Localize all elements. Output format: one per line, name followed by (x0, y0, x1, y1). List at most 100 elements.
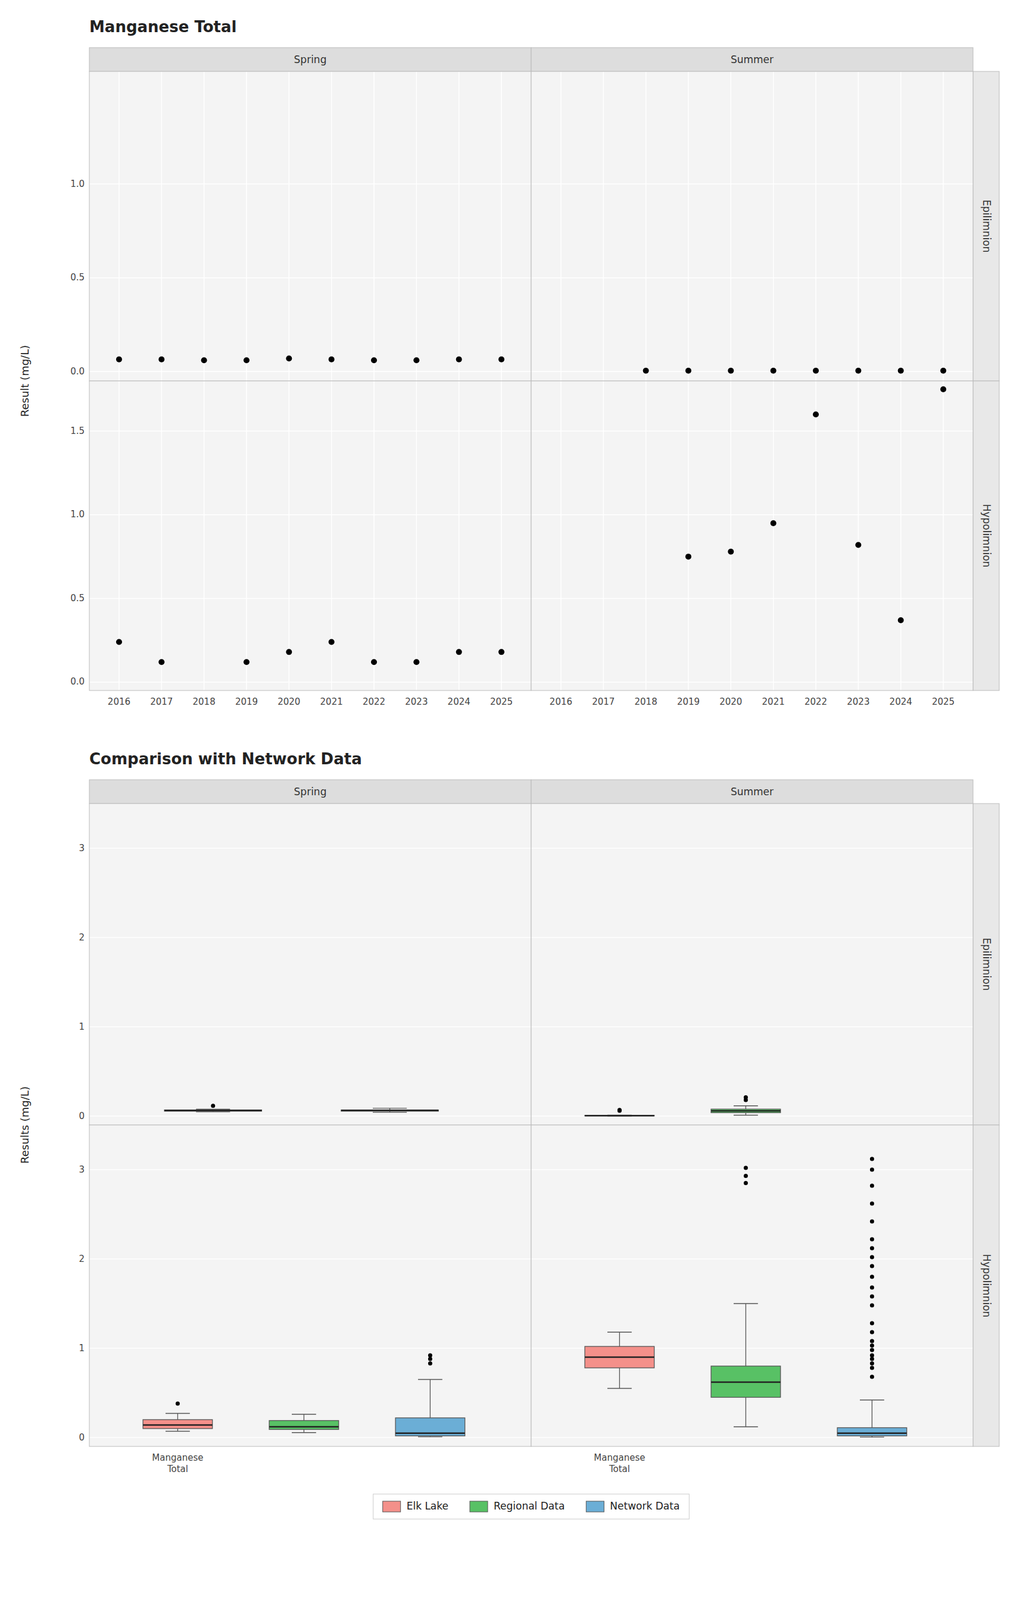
y-tick-label: 1 (78, 1021, 85, 1033)
point (158, 659, 165, 666)
y-tick-label: 1.0 (70, 178, 85, 190)
flier (870, 1246, 875, 1252)
panel-frame (531, 1125, 974, 1448)
panel (531, 1125, 974, 1448)
flier (870, 1354, 875, 1359)
point (812, 411, 819, 418)
figure: Manganese TotalResult (mg/L)SpringSummer… (0, 0, 1029, 1600)
marks (116, 638, 505, 666)
panel-frame (531, 803, 974, 1126)
point (243, 357, 250, 364)
flier (870, 1295, 875, 1300)
point (685, 368, 692, 374)
panel-bg (531, 1125, 974, 1448)
x-grid-line (645, 71, 647, 382)
x-grid-line (603, 381, 605, 691)
panel-frame (89, 803, 532, 1126)
y-grid-line (89, 370, 532, 373)
cap-low (291, 1432, 317, 1434)
box-iqr (164, 1110, 262, 1112)
panel (531, 803, 974, 1126)
point (498, 649, 505, 656)
chart-box: Comparison with Network DataResults (mg/… (18, 750, 1000, 1520)
x-grid-line (288, 71, 291, 382)
x-tick-label: 2019 (677, 696, 700, 708)
chart-scatter: Manganese TotalResult (mg/L)SpringSummer… (18, 17, 1000, 708)
point (116, 356, 123, 363)
panel-bg (531, 803, 974, 1126)
cap-high (165, 1413, 190, 1415)
x-grid-line (730, 71, 732, 382)
box-iqr (341, 1110, 439, 1112)
x-tick-label: 2021 (762, 696, 785, 708)
y-grid-line (89, 1169, 532, 1171)
legend: Elk LakeRegional DataNetwork Data (373, 1494, 690, 1520)
point (727, 368, 734, 374)
panel-bg (89, 381, 532, 691)
x-tick-label: 2016 (107, 696, 131, 708)
point (685, 553, 692, 560)
x-tick-label: ManganeseTotal (151, 1452, 204, 1476)
x-tick-label: 2017 (591, 696, 615, 708)
whisker-high (745, 1106, 747, 1110)
x-grid-line (560, 381, 562, 691)
flier (743, 1181, 748, 1186)
box-median (395, 1433, 466, 1436)
marks (685, 386, 947, 624)
marks (584, 1095, 781, 1117)
point (116, 638, 123, 645)
y-tick-label: 0.5 (70, 593, 85, 604)
y-grid-line (89, 277, 532, 279)
x-tick-label: 2020 (719, 696, 742, 708)
legend-label: Regional Data (493, 1500, 565, 1513)
y-grid-line (89, 1258, 532, 1261)
y-tick-label: 0.5 (70, 272, 85, 283)
x-tick-label: 2018 (634, 696, 658, 708)
legend-swatch (469, 1501, 488, 1513)
legend-swatch (585, 1501, 604, 1513)
whisker-low (619, 1368, 620, 1390)
box-median (164, 1109, 262, 1112)
y-tick-label: 0.0 (70, 366, 85, 377)
marks (142, 1354, 466, 1438)
whisker-high (177, 1414, 179, 1421)
cap-low (733, 1426, 759, 1428)
y-grid-line (531, 847, 974, 850)
marks (643, 368, 947, 374)
flier (870, 1275, 875, 1280)
y-grid-line (89, 1026, 532, 1028)
x-tick-label: 2024 (889, 696, 913, 708)
x-tick-label-line: Total (166, 1464, 189, 1476)
flier (870, 1348, 875, 1353)
x-tick-label: 2025 (931, 696, 955, 708)
y-grid-line (531, 1169, 974, 1171)
x-tick-label-line: Manganese (151, 1452, 204, 1464)
section-title: Manganese Total (89, 17, 237, 36)
y-grid-line (89, 937, 532, 939)
flier (743, 1095, 748, 1100)
panel-frame (531, 381, 974, 691)
x-grid-line (942, 71, 944, 382)
x-tick-label-line: Total (608, 1464, 631, 1476)
panel-frame (89, 1125, 532, 1448)
x-tick-label: 2018 (192, 696, 216, 708)
point (855, 541, 862, 548)
box-median (837, 1433, 907, 1436)
y-grid-line (531, 598, 974, 600)
y-grid-line (531, 1437, 974, 1439)
column-header-bg (531, 780, 974, 804)
x-grid-line (416, 71, 418, 382)
cap-high (733, 1303, 759, 1305)
flier (870, 1366, 875, 1371)
x-grid-line (645, 381, 647, 691)
flier (428, 1361, 433, 1367)
point (770, 520, 777, 527)
whisker-high (429, 1380, 431, 1420)
box-median (584, 1357, 655, 1359)
flier (743, 1166, 748, 1171)
box-iqr (395, 1418, 466, 1437)
marks (164, 1104, 439, 1113)
point (855, 368, 862, 374)
flier (870, 1375, 875, 1380)
cap-low (607, 1388, 632, 1390)
